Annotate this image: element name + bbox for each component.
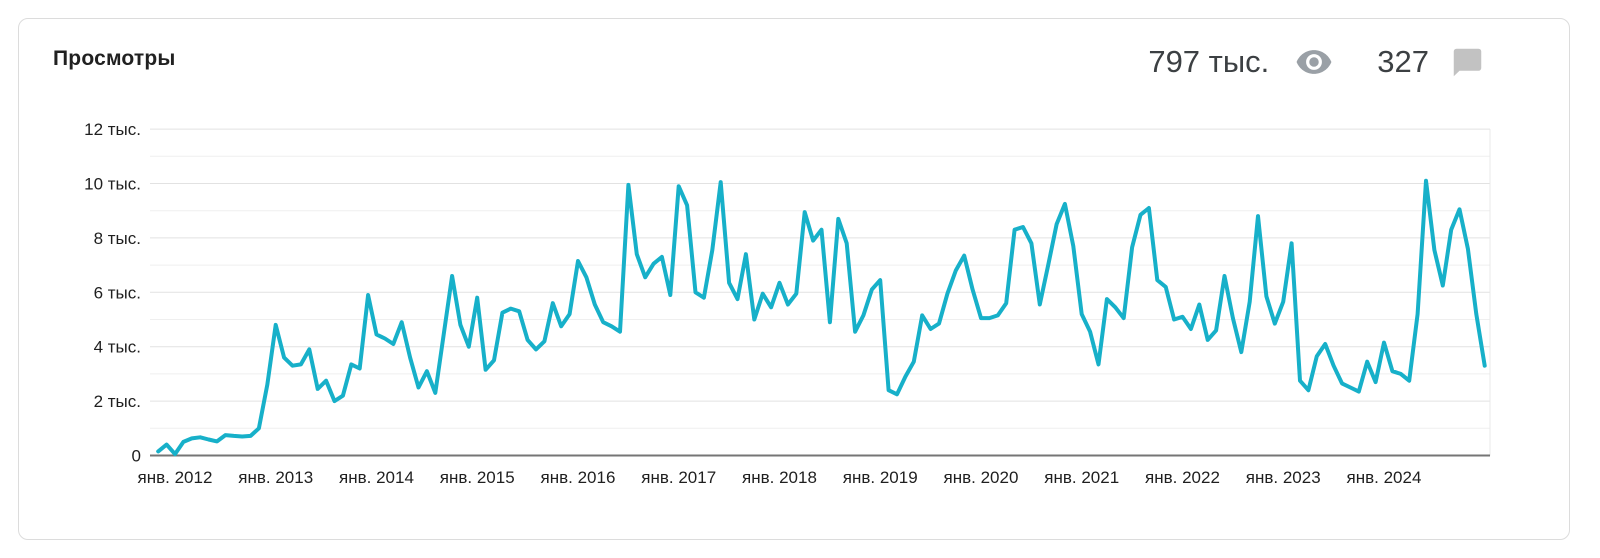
page-title: Просмотры [53, 47, 176, 70]
views-series-line [156, 178, 1487, 457]
comment-bubble-icon [1453, 48, 1482, 76]
y-tick-label: 0 [132, 447, 141, 466]
eye-icon [1296, 50, 1332, 74]
x-tick-label: янв. 2019 [843, 468, 918, 487]
x-tick-label: янв. 2023 [1246, 468, 1321, 487]
y-tick-label: 4 тыс. [94, 338, 141, 357]
card-header: Просмотры 797 тыс. 327 [19, 19, 1569, 109]
x-tick-label: янв. 2016 [541, 468, 616, 487]
y-tick-label: 8 тыс. [94, 229, 141, 248]
y-tick-label: 10 тыс. [84, 175, 141, 194]
x-tick-label: янв. 2017 [641, 468, 716, 487]
x-tick-label: янв. 2022 [1145, 468, 1220, 487]
x-tick-label: янв. 2015 [440, 468, 515, 487]
y-tick-label: 12 тыс. [84, 120, 141, 139]
y-tick-label: 6 тыс. [94, 283, 141, 302]
x-tick-label: янв. 2012 [138, 468, 213, 487]
stats-row: 797 тыс. 327 [1148, 43, 1484, 81]
x-tick-label: янв. 2013 [238, 468, 313, 487]
x-tick-label: янв. 2018 [742, 468, 817, 487]
x-tick-label: янв. 2024 [1347, 468, 1422, 487]
y-tick-label: 2 тыс. [94, 392, 141, 411]
comments-total: 327 [1377, 44, 1429, 79]
x-tick-label: янв. 2021 [1044, 468, 1119, 487]
x-tick-label: янв. 2014 [339, 468, 414, 487]
views-analytics-card: Просмотры 797 тыс. 327 [18, 18, 1570, 540]
views-total: 797 тыс. [1148, 44, 1270, 79]
x-tick-label: янв. 2020 [944, 468, 1019, 487]
